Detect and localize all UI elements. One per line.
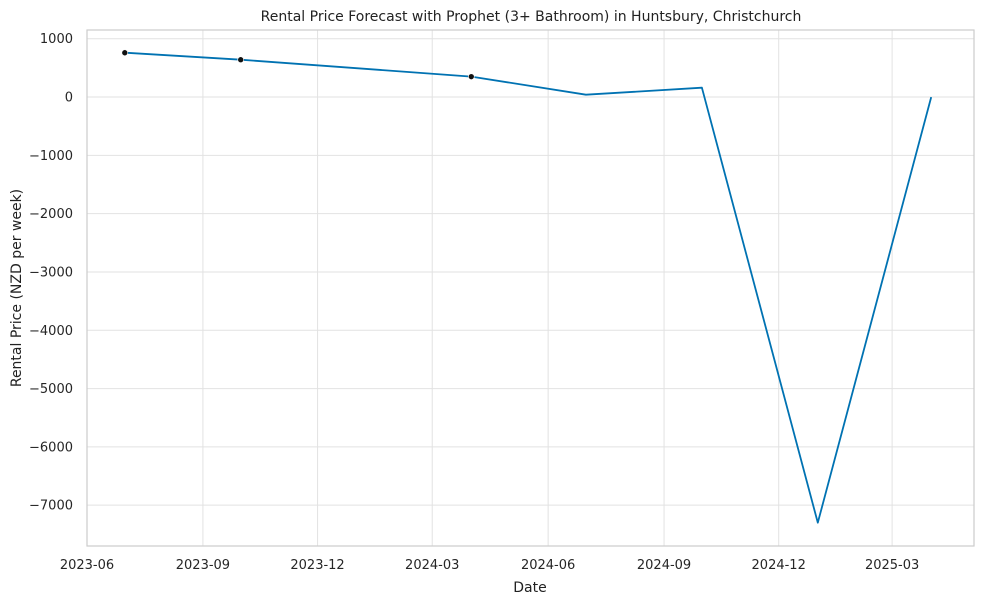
- observed-point: [237, 56, 245, 64]
- y-axis-label: Rental Price (NZD per week): [9, 189, 25, 387]
- chart-title: Rental Price Forecast with Prophet (3+ B…: [261, 9, 802, 25]
- x-tick-label: 2023-06: [60, 558, 114, 573]
- y-tick-label: −5000: [29, 382, 73, 397]
- gridlines: [86, 30, 974, 546]
- x-tick-label: 2024-03: [405, 558, 459, 573]
- y-tick-label: 0: [65, 91, 73, 106]
- y-tick-labels: 1000 0 −1000 −2000 −3000 −4000 −5000 −6000 −7000: [29, 32, 73, 513]
- y-tick-label: −7000: [29, 499, 73, 514]
- x-tick-label: 2024-09: [637, 558, 691, 573]
- plot-frame: [86, 29, 975, 547]
- x-tick-label: 2023-09: [176, 558, 230, 573]
- observed-point: [121, 49, 129, 57]
- x-tick-label: 2025-03: [865, 558, 919, 573]
- x-axis-label: Date: [513, 580, 546, 596]
- x-tick-label: 2024-12: [752, 558, 806, 573]
- y-tick-label: −2000: [29, 207, 73, 222]
- series-layer: [121, 49, 933, 524]
- y-tick-label: −1000: [29, 149, 73, 164]
- x-tick-label: 2023-12: [290, 558, 344, 573]
- y-tick-label: −4000: [29, 324, 73, 339]
- forecast-line: [124, 51, 933, 524]
- observed-point: [467, 73, 475, 80]
- x-tick-labels: 2023-06 2023-09 2023-12 2024-03 2024-06 2024-…: [60, 558, 919, 573]
- y-tick-label: 1000: [40, 32, 73, 47]
- y-tick-label: −3000: [29, 265, 73, 280]
- y-tick-label: −6000: [29, 440, 73, 455]
- x-tick-label: 2024-06: [521, 558, 575, 573]
